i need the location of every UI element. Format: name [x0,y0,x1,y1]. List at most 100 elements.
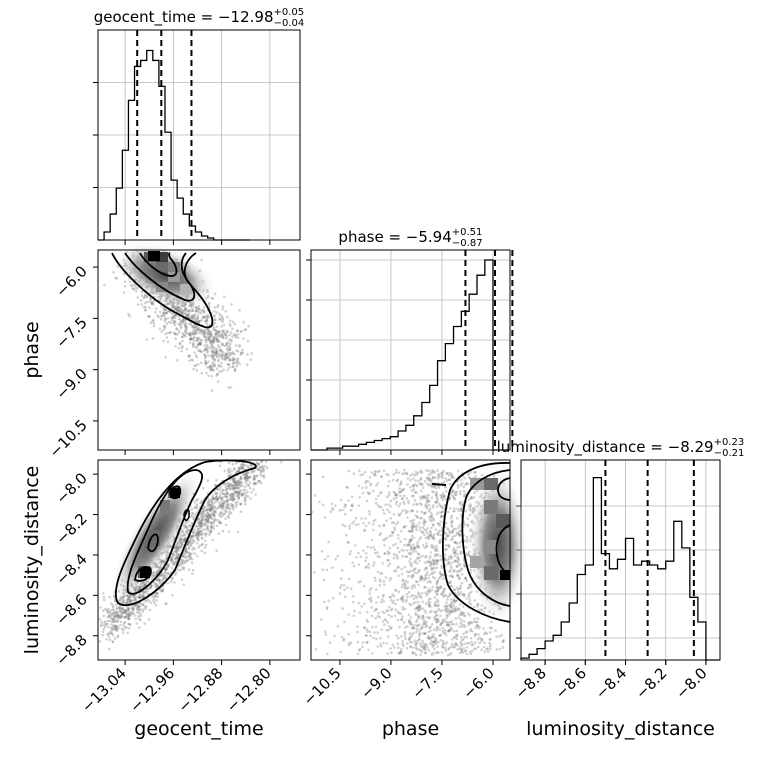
scatter-luminosity_distance-vs-phase-point [423,528,426,531]
scatter-phase-vs-geocent_time-point [187,312,191,316]
scatter-luminosity_distance-vs-phase-point [478,641,482,645]
scatter-phase-vs-geocent_time-point [173,316,177,320]
scatter-phase-vs-geocent_time-point [216,372,220,376]
scatter-phase-vs-geocent_time-point [216,360,220,363]
scatter-luminosity_distance-vs-geocent_time-point [122,611,125,615]
scatter-luminosity_distance-vs-geocent_time-point [246,465,250,468]
scatter-luminosity_distance-vs-phase-point [454,560,457,563]
scatter-phase-vs-geocent_time-point [207,338,210,341]
scatter-luminosity_distance-vs-geocent_time-point [229,498,233,502]
scatter-luminosity_distance-vs-phase-point [433,549,437,552]
scatter-phase-vs-geocent_time-point [181,332,184,335]
scatter-luminosity_distance-vs-phase-point [396,555,399,558]
scatter-luminosity_distance-vs-geocent_time-point [187,568,191,572]
scatter-luminosity_distance-vs-geocent_time-point [232,477,235,481]
scatter-phase-vs-geocent_time-point [221,353,225,357]
scatter-phase-vs-geocent_time-point [204,328,207,332]
scatter-luminosity_distance-vs-phase-point [373,576,377,580]
scatter-luminosity_distance-vs-phase-point [403,630,407,634]
scatter-luminosity_distance-vs-phase-point [464,546,468,549]
scatter-luminosity_distance-vs-geocent_time-point [252,477,256,480]
scatter-luminosity_distance-vs-phase-point [388,547,392,550]
scatter-luminosity_distance-vs-phase-point [453,551,456,554]
scatter-luminosity_distance-vs-phase-point [436,553,439,557]
scatter-phase-vs-geocent_time-point [181,311,184,315]
scatter-luminosity_distance-vs-phase-point [494,629,497,632]
scatter-luminosity_distance-vs-phase-point [388,491,391,494]
scatter-luminosity_distance-vs-geocent_time-point [121,615,124,619]
scatter-luminosity_distance-vs-phase-point [459,563,462,566]
scatter-luminosity_distance-vs-phase-point [473,605,476,609]
scatter-luminosity_distance-vs-phase-point [421,614,425,618]
scatter-luminosity_distance-vs-geocent_time-point [131,608,135,611]
scatter-luminosity_distance-vs-phase-point [429,531,433,534]
scatter-luminosity_distance-vs-phase-point [382,600,386,603]
scatter-phase-vs-geocent_time-point [211,338,214,342]
scatter-phase-vs-geocent_time-point [207,336,210,339]
scatter-luminosity_distance-vs-geocent_time-point [111,617,114,620]
scatter-luminosity_distance-vs-phase-point [443,629,447,632]
scatter-phase-vs-geocent_time-point [174,337,177,341]
scatter-phase-vs-geocent_time-point [150,301,154,304]
scatter-phase-vs-geocent_time-point [184,314,188,318]
scatter-luminosity_distance-vs-phase-point [366,640,369,644]
scatter-luminosity_distance-vs-phase-point [377,611,381,615]
scatter-phase-vs-geocent_time-point [193,316,196,319]
scatter-luminosity_distance-vs-geocent_time-point [198,530,201,533]
scatter-luminosity_distance-vs-geocent_time-point [110,626,113,630]
scatter-luminosity_distance-vs-phase-point [432,546,436,550]
scatter-luminosity_distance-vs-geocent_time-point [135,595,138,599]
scatter-luminosity_distance-vs-geocent_time-point [127,617,130,621]
scatter-phase-vs-geocent_time-point [186,315,189,319]
scatter-luminosity_distance-vs-geocent_time-point [214,517,217,521]
scatter-luminosity_distance-vs-geocent_time-point [232,508,235,511]
scatter-luminosity_distance-vs-phase-point [416,510,419,513]
scatter-phase-vs-geocent_time-point [183,329,187,332]
scatter-luminosity_distance-vs-phase-point [352,600,355,604]
scatter-phase-vs-geocent_time-point [239,353,242,356]
scatter-luminosity_distance-vs-phase-point [352,564,356,568]
scatter-luminosity_distance-vs-geocent_time-point [137,614,140,618]
scatter-luminosity_distance-vs-geocent_time-point [238,492,241,495]
scatter-phase-vs-geocent_time-point [176,358,179,362]
scatter-phase-vs-geocent_time-point [220,332,223,336]
scatter-phase-vs-geocent_time-point [173,319,176,323]
scatter-luminosity_distance-vs-phase-point [376,503,380,507]
scatter-luminosity_distance-vs-geocent_time-point [166,565,170,569]
scatter-luminosity_distance-vs-phase-point [414,580,418,583]
scatter-luminosity_distance-vs-geocent_time-point [195,525,199,529]
scatter-luminosity_distance-vs-phase-point [322,600,326,604]
scatter-phase-vs-geocent_time-point [155,307,158,310]
scatter-luminosity_distance-vs-geocent_time-point [258,479,261,483]
scatter-phase-vs-geocent_time-point [112,271,115,274]
scatter-luminosity_distance-vs-geocent_time-point [188,540,192,544]
scatter-luminosity_distance-vs-phase-point [409,616,413,619]
scatter-luminosity_distance-vs-phase-point [323,516,327,519]
scatter-luminosity_distance-vs-geocent_time-point [197,518,200,522]
scatter-luminosity_distance-vs-phase-point [402,644,405,648]
scatter-phase-vs-geocent_time-point [233,369,237,372]
scatter-phase-vs-geocent_time-point [205,361,209,365]
scatter-luminosity_distance-vs-phase-point [363,528,367,532]
scatter-phase-vs-geocent_time-point [215,337,219,341]
scatter-luminosity_distance-vs-geocent_time-point [225,503,228,507]
scatter-luminosity_distance-vs-phase-point [409,552,412,555]
scatter-luminosity_distance-vs-phase-point [488,647,492,651]
scatter-luminosity_distance-vs-phase-point [370,652,374,655]
scatter-luminosity_distance-vs-geocent_time-point [252,488,255,492]
scatter-luminosity_distance-vs-phase-point [418,559,422,562]
scatter-phase-vs-geocent_time-point [206,351,209,354]
scatter-phase-vs-geocent_time-point [213,336,216,340]
scatter-luminosity_distance-vs-phase-point [357,601,361,605]
scatter-luminosity_distance-vs-phase-point [394,602,397,606]
scatter-luminosity_distance-vs-phase-point [406,483,409,486]
scatter-luminosity_distance-vs-phase-point [468,598,472,602]
scatter-phase-vs-geocent_time-point [226,349,230,352]
xtick-luminosity_distance-1-label: −8.8 [511,664,549,702]
scatter-luminosity_distance-vs-phase-point [406,595,409,599]
scatter-phase-vs-geocent_time-point [237,360,240,364]
scatter-luminosity_distance-vs-phase-point [457,607,461,610]
scatter-luminosity_distance-vs-phase-point [431,485,434,489]
scatter-luminosity_distance-vs-geocent_time-point [111,618,115,621]
scatter-phase-vs-geocent_time-point [145,338,149,341]
